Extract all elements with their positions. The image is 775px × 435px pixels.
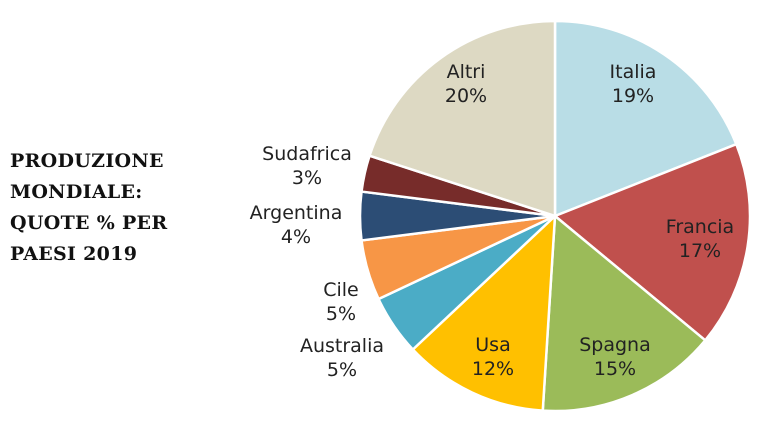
slice-label-sudafrica: Sudafrica 3% xyxy=(262,143,352,189)
slice-label-altri: Altri 20% xyxy=(445,61,487,107)
slice-name-spagna: Spagna xyxy=(579,334,651,356)
slice-name-altri: Altri xyxy=(447,61,486,83)
pie-slice-usa xyxy=(411,214,557,412)
chart-title-line-2: MONDIALE: xyxy=(10,181,143,203)
pie-slice-spagna xyxy=(541,214,707,413)
slice-name-sudafrica: Sudafrica xyxy=(262,143,352,165)
slice-label-cile: Cile 5% xyxy=(323,279,359,325)
slice-label-spagna: Spagna 15% xyxy=(579,334,651,380)
chart-title-line-1: PRODUZIONE xyxy=(10,150,164,172)
slice-value-cile: 5% xyxy=(326,303,356,325)
slice-name-francia: Francia xyxy=(666,216,734,238)
slice-label-usa: Usa 12% xyxy=(472,334,514,380)
pie-slice-altri xyxy=(368,19,557,218)
pie-slice-italia xyxy=(553,19,738,218)
pie-slices xyxy=(358,19,752,413)
slice-label-australia: Australia 5% xyxy=(300,335,384,381)
slice-value-altri: 20% xyxy=(445,85,487,107)
slice-label-francia: Francia 17% xyxy=(666,216,734,262)
slice-value-argentina: 4% xyxy=(281,226,311,248)
slice-name-usa: Usa xyxy=(475,334,510,356)
slice-value-sudafrica: 3% xyxy=(292,167,322,189)
slice-value-australia: 5% xyxy=(327,359,357,381)
pie-slice-francia xyxy=(553,142,752,342)
slice-name-argentina: Argentina xyxy=(250,202,343,224)
slice-value-spagna: 15% xyxy=(594,358,636,380)
slice-value-usa: 12% xyxy=(472,358,514,380)
slice-name-australia: Australia xyxy=(300,335,384,357)
chart-title-line-4: PAESI 2019 xyxy=(10,243,138,265)
chart-title-line-3: QUOTE % PER xyxy=(10,212,168,234)
chart-title: PRODUZIONE MONDIALE: QUOTE % PER PAESI 2… xyxy=(10,146,210,270)
slice-name-italia: Italia xyxy=(610,61,657,83)
slice-name-cile: Cile xyxy=(323,279,359,301)
slice-label-argentina: Argentina 4% xyxy=(250,202,343,248)
pie-labels: Italia 19% Francia 17% Spagna 15% Usa 12% Austra… xyxy=(250,61,735,381)
slice-value-francia: 17% xyxy=(679,240,721,262)
slice-value-italia: 19% xyxy=(612,85,654,107)
slice-label-italia: Italia 19% xyxy=(610,61,657,107)
